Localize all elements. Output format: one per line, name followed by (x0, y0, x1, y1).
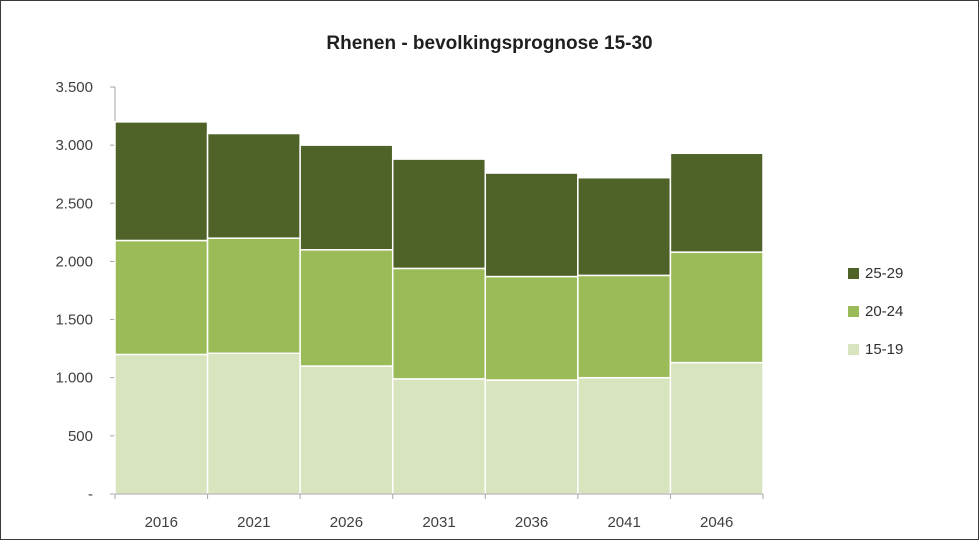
bar-segment-15-19-2036 (484, 379, 579, 495)
y-tick-label: 3.500 (55, 79, 93, 96)
y-tick-label: 500 (68, 428, 93, 445)
bar-segment-20-24-2036 (484, 275, 579, 381)
legend-swatch (848, 305, 859, 317)
bar-segment-25-29-2016 (114, 121, 209, 242)
x-tick-label: 2046 (700, 514, 733, 531)
bar-segment-25-29-2041 (577, 176, 672, 277)
bar-segment-25-29-2036 (484, 172, 579, 278)
y-tick-label: 1.000 (55, 370, 93, 387)
bar-segment-25-29-2046 (669, 152, 764, 253)
legend-item: 20-24 (848, 292, 903, 330)
bar-segment-20-24-2031 (391, 267, 487, 380)
y-tick-label: 2.000 (55, 253, 93, 270)
y-tick-label: 1.500 (55, 312, 93, 329)
bar-segment-20-24-2026 (299, 249, 394, 367)
bar-segment-20-24-2046 (669, 251, 764, 364)
legend-swatch (848, 267, 859, 279)
y-tick-label: - (88, 486, 93, 503)
legend-item: 25-29 (848, 254, 903, 292)
bar-segment-25-29-2021 (206, 132, 301, 239)
bar-segment-20-24-2041 (577, 274, 672, 379)
chart-title: Rhenen - bevolkingsprognose 15-30 (326, 33, 653, 54)
x-tick-label: 2041 (607, 514, 640, 531)
x-tick-label: 2036 (515, 514, 548, 531)
bar-segment-15-19-2031 (391, 378, 487, 495)
bar-segment-15-19-2016 (114, 353, 209, 495)
x-tick-label: 2031 (422, 514, 455, 531)
legend-item: 15-19 (848, 330, 903, 368)
bar-segment-20-24-2016 (114, 239, 209, 356)
bar-segment-15-19-2041 (577, 376, 672, 495)
y-tick-label: 3.000 (55, 137, 93, 154)
bar-segment-15-19-2021 (206, 352, 301, 495)
legend-label: 25-29 (865, 264, 904, 282)
legend-label: 20-24 (865, 302, 904, 320)
bars-group (114, 121, 764, 495)
x-tick-label: 2016 (145, 514, 178, 531)
legend-swatch (848, 343, 859, 355)
bar-segment-15-19-2046 (669, 361, 764, 495)
legend: 25-29 20-24 15-19 (848, 254, 903, 368)
bar-segment-15-19-2026 (299, 365, 394, 495)
x-tick-label: 2026 (330, 514, 363, 531)
y-axis: - 500 1.000 1.500 2.000 2.500 3.000 3.500 (55, 79, 116, 503)
bar-segment-25-29-2031 (391, 158, 487, 270)
y-tick-label: 2.500 (55, 195, 93, 212)
bar-segment-20-24-2021 (206, 237, 301, 355)
legend-label: 15-19 (865, 340, 904, 358)
bar-segment-25-29-2026 (299, 144, 394, 251)
x-axis: 2016 2021 2026 2031 2036 2041 2046 (114, 493, 764, 531)
x-tick-label: 2021 (237, 514, 270, 531)
